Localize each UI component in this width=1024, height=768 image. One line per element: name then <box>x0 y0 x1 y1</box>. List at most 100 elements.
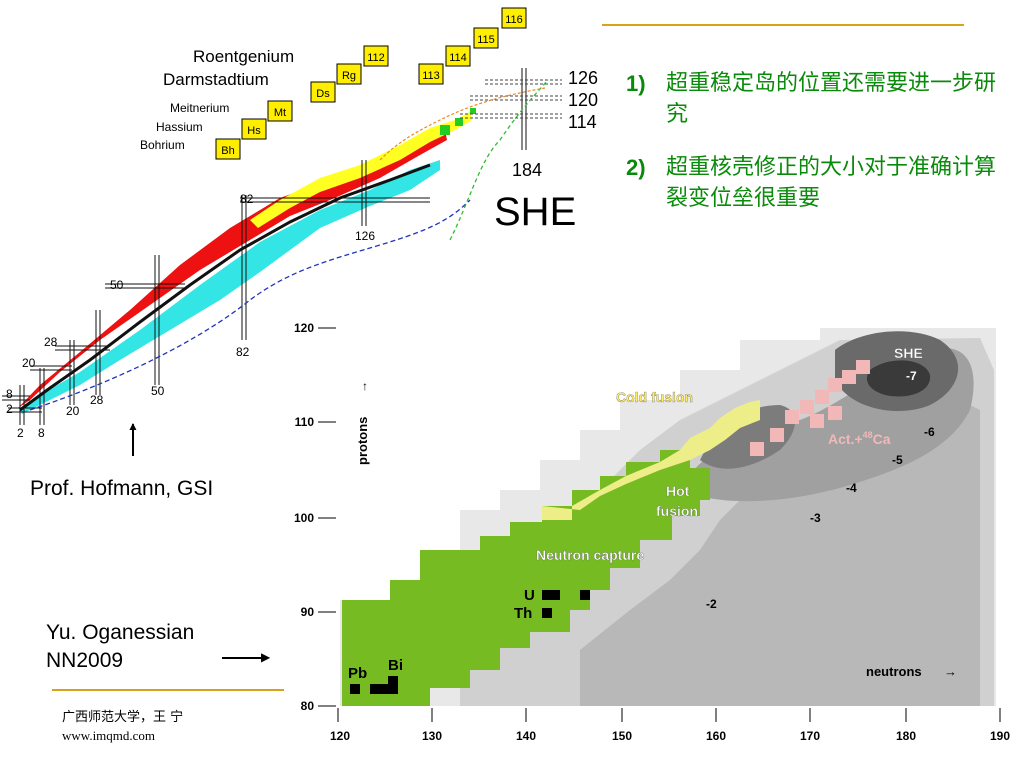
magic-114-label: 114 <box>568 112 597 132</box>
green-dashed-line <box>449 79 549 241</box>
x-tick-label: 120 <box>330 729 350 743</box>
x-tick-label: 140 <box>516 729 536 743</box>
x-axis-arrow-icon: → <box>944 664 957 679</box>
shell-correction-map: 120 110 100 90 80 120 130 140 150 160 17… <box>294 321 1010 743</box>
bullet-list: 1) 超重稳定岛的位置还需要进一步研究 2) 超重核壳修正的大小对于准确计算裂变… <box>626 68 1006 236</box>
meitnerium-label: Meitnerium <box>170 101 229 115</box>
hot-fusion-label-2: fusion <box>656 503 698 519</box>
magic-label: 50 <box>110 278 124 292</box>
oganessian-arrow-shaft <box>222 657 264 659</box>
magic-label: 20 <box>66 404 80 418</box>
she-label: SHE <box>894 345 923 361</box>
magic-label: 28 <box>44 335 58 349</box>
element-markers <box>350 590 590 694</box>
element-box-113: 113 <box>422 70 440 82</box>
bullet-text: 超重稳定岛的位置还需要进一步研究 <box>666 71 997 127</box>
element-boxes: Bh Hs Mt Ds Rg 112 113 114 115 116 <box>215 7 527 160</box>
bullet-item-2: 2) 超重核壳修正的大小对于准确计算裂变位垒很重要 <box>626 152 1006 214</box>
element-box-rg: Rg <box>342 70 356 82</box>
chain-labels: 82 126 50 82 28 50 20 28 8 20 2 2 8 <box>6 192 375 440</box>
element-box-114: 114 <box>449 52 467 64</box>
magic-label: 28 <box>90 393 104 407</box>
bullet-number: 1) <box>626 71 646 96</box>
y-tick-label: 120 <box>294 321 314 335</box>
contour-level-3 <box>580 400 980 706</box>
contour-level-5 <box>700 405 795 469</box>
region-labels: Cold fusion Hot fusion Neutron capture S… <box>536 345 923 563</box>
element-label-bi: Bi <box>388 657 403 674</box>
y-tick-label: 110 <box>295 415 315 429</box>
magic-lines <box>2 68 527 425</box>
x-tick-label: 190 <box>990 729 1010 743</box>
neutron-capture-label: Neutron capture <box>536 547 644 563</box>
magic-label: 2 <box>6 402 13 416</box>
magic-label: 2 <box>17 426 24 440</box>
she-dashed-lines <box>460 79 562 119</box>
magic-label: 8 <box>6 387 13 401</box>
footer-rule <box>52 689 284 691</box>
contour-label: -2 <box>706 597 717 611</box>
cold-fusion-region <box>542 400 760 520</box>
x-tick-label: 180 <box>896 729 916 743</box>
oganessian-arrow-icon: ▶ <box>261 650 271 664</box>
contour-level-6 <box>866 360 931 397</box>
act-ca-label: Act.+48Ca <box>828 430 891 447</box>
element-label-pb: Pb <box>348 665 367 682</box>
axis-ticks <box>318 327 1001 722</box>
nuclide-chart: Roentgenium Darmstadtium Meitnerium Hass… <box>2 7 598 440</box>
element-label-th: Th <box>514 605 532 622</box>
x-tick-labels: 120 130 140 150 160 170 180 190 <box>330 729 1010 743</box>
element-label-u: U <box>524 587 535 604</box>
header-rule <box>602 24 964 26</box>
roentgenium-label: Roentgenium <box>193 47 294 66</box>
contour-label: -3 <box>810 511 821 525</box>
bullet-item-1: 1) 超重稳定岛的位置还需要进一步研究 <box>626 68 1006 130</box>
contour-labels: -7 -6 -5 -4 -3 -2 <box>706 369 935 611</box>
green-bit <box>455 118 463 126</box>
magic-label: 82 <box>240 192 254 206</box>
hot-fusion-label-1: Hot <box>666 483 690 499</box>
hofmann-arrow-shaft <box>132 424 134 456</box>
element-box-hs: Hs <box>247 125 261 137</box>
x-tick-label: 170 <box>800 729 820 743</box>
magic-label: 82 <box>236 345 250 359</box>
act-ca-region <box>750 360 870 456</box>
green-bit <box>470 108 476 114</box>
red-region <box>18 130 447 408</box>
bohrium-label: Bohrium <box>140 138 185 152</box>
magic-120-label: 120 <box>568 90 598 110</box>
y-tick-label: 80 <box>301 699 315 713</box>
green-bit <box>440 125 450 135</box>
magic-label: 50 <box>151 384 165 398</box>
darmstadtium-label: Darmstadtium <box>163 70 269 89</box>
magic-label: 20 <box>22 356 36 370</box>
cold-fusion-label: Cold fusion <box>616 389 693 405</box>
footer-url: www.imqmd.com <box>62 728 156 743</box>
credit-oganessian-line1: Yu. Oganessian <box>46 621 195 644</box>
credit-oganessian-line2: NN2009 <box>46 649 124 672</box>
x-tick-label: 160 <box>706 729 726 743</box>
contour-label: -4 <box>846 481 857 495</box>
element-box-ds: Ds <box>316 88 330 100</box>
hassium-label: Hassium <box>156 120 203 134</box>
proton-magic-labels: 126 120 114 <box>568 68 598 132</box>
y-axis-label: protons <box>355 417 370 465</box>
element-box-115: 115 <box>477 34 495 46</box>
magic-126-label: 126 <box>568 68 598 88</box>
orange-dashed-line <box>379 87 546 161</box>
y-axis-arrow-icon: ↑ <box>362 379 368 393</box>
hofmann-arrow-icon: ▲ <box>127 419 139 433</box>
contour-label: -7 <box>906 369 917 383</box>
magic-label: 126 <box>355 229 375 243</box>
she-region-label: SHE <box>494 190 576 234</box>
footer-university: 广西师范大学，王 宁 <box>62 710 184 725</box>
credit-hofmann: Prof. Hofmann, GSI <box>30 477 214 500</box>
contour-label: -6 <box>924 425 935 439</box>
x-tick-label: 130 <box>422 729 442 743</box>
yellow-region <box>250 112 472 228</box>
bullet-number: 2) <box>626 155 646 180</box>
y-tick-labels: 120 110 100 90 80 <box>294 321 314 713</box>
y-tick-label: 100 <box>294 511 314 525</box>
element-box-mt: Mt <box>274 107 286 119</box>
element-labels: U Th Pb Bi <box>348 587 535 682</box>
